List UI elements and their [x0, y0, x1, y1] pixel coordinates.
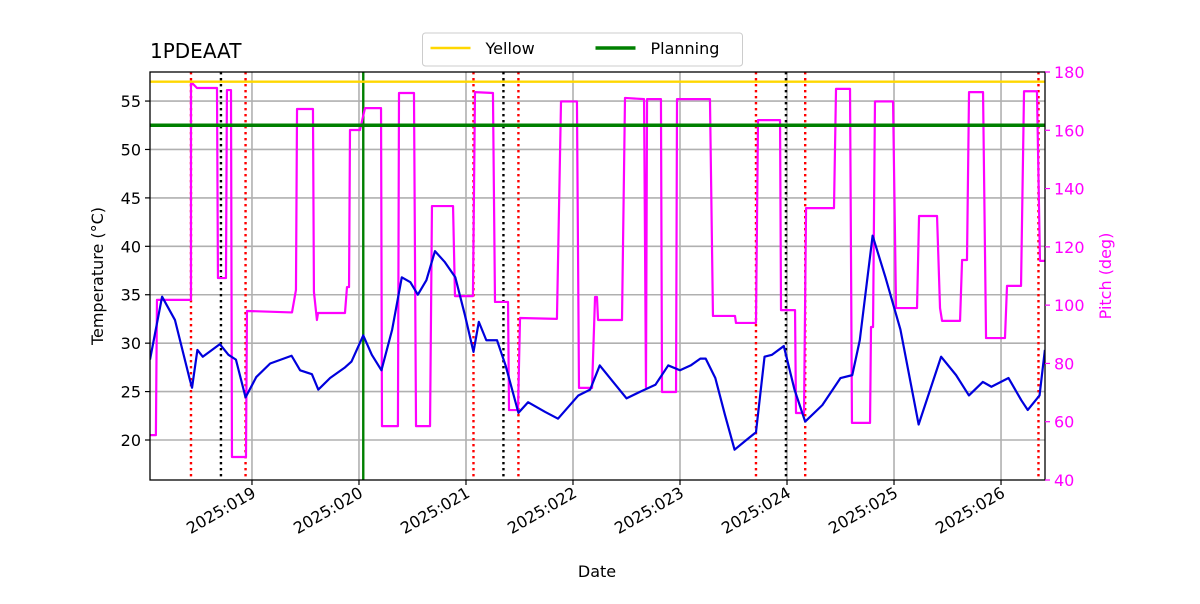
y-tick-label: 50 — [121, 140, 141, 159]
y2-tick-label: 100 — [1054, 296, 1085, 315]
chart-title: 1PDEAAT — [150, 39, 242, 63]
y-tick-label: 30 — [121, 334, 141, 353]
y-tick-label: 55 — [121, 92, 141, 111]
y2-tick-label: 160 — [1054, 121, 1085, 140]
legend-box — [422, 32, 743, 67]
y2-tick-label: 140 — [1054, 180, 1085, 199]
legend-label: Yellow — [485, 39, 535, 58]
y2-tick-label: 60 — [1054, 413, 1074, 432]
y-tick-label: 35 — [121, 286, 141, 305]
data-line — [150, 80, 1045, 459]
y2-tick-label: 180 — [1054, 63, 1085, 82]
plot-area — [150, 72, 1045, 480]
y2-tick-label: 80 — [1054, 354, 1074, 373]
data-line — [150, 234, 1045, 451]
y2-tick-label: 120 — [1054, 238, 1085, 257]
legend-label: Planning — [651, 39, 720, 58]
y2-axis-label: Pitch (deg) — [1096, 233, 1115, 320]
plot-frame — [149, 71, 1046, 481]
legend: Yellow Planning — [422, 32, 743, 67]
y-tick-label: 25 — [121, 383, 141, 402]
y2-tick-label: 40 — [1054, 471, 1074, 490]
y-tick-label: 40 — [121, 237, 141, 256]
y-axis-label: Temperature (°C) — [88, 207, 107, 346]
y-tick-label: 20 — [121, 431, 141, 450]
y-tick-label: 45 — [121, 189, 141, 208]
x-axis-label: Date — [578, 562, 616, 581]
